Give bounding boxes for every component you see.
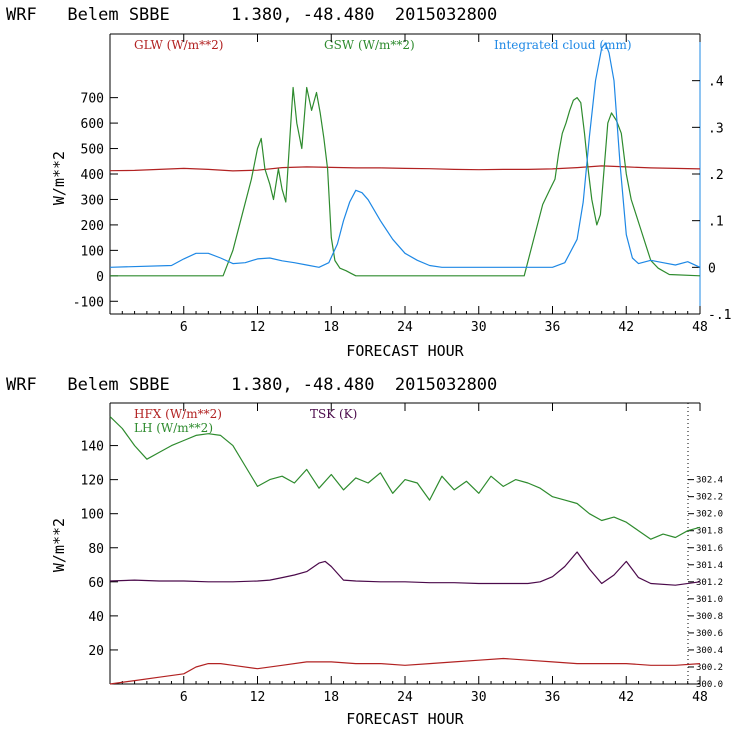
y-tick-label: 140 xyxy=(81,440,104,455)
x-tick-label: 6 xyxy=(180,690,188,705)
y-tick-label: 20 xyxy=(88,644,104,659)
y-tick-label: 80 xyxy=(88,542,104,557)
x-tick-label: 42 xyxy=(618,320,634,335)
y-tick-label: 300 xyxy=(81,193,104,208)
y-axis-label: W/m**2 xyxy=(50,151,68,205)
x-tick-label: 12 xyxy=(250,320,266,335)
y-tick-label: 60 xyxy=(88,576,104,591)
y2-tick-label: 301.0 xyxy=(696,595,723,605)
y-tick-label: -100 xyxy=(73,295,104,310)
x-tick-label: 24 xyxy=(397,320,413,335)
series-line-glw xyxy=(109,165,701,172)
y2-tick-label: 300.2 xyxy=(696,663,723,673)
legend-glw: GLW (W/m**2) xyxy=(134,38,223,52)
series-line-hfx xyxy=(109,657,701,685)
y-tick-label: 100 xyxy=(81,508,104,523)
series-line-lh xyxy=(109,416,701,540)
x-tick-label: 18 xyxy=(323,690,339,705)
x-tick-label: 48 xyxy=(692,690,708,705)
panel-radiation: WRF Belem SBBE 1.380, -48.480 2015032800… xyxy=(6,5,731,360)
y2-tick-label: .4 xyxy=(708,75,724,90)
x-tick-label: 12 xyxy=(250,690,266,705)
legend-lh: LH (W/m**2) xyxy=(134,421,213,435)
y2-tick-label: .1 xyxy=(708,215,724,230)
x-tick-label: 6 xyxy=(180,320,188,335)
x-axis-label: FORECAST HOUR xyxy=(346,342,464,360)
y2-tick-label: 301.4 xyxy=(696,561,723,571)
y-tick-label: 700 xyxy=(81,92,104,107)
y2-tick-label: 300.6 xyxy=(696,629,723,639)
chart-title: WRF Belem SBBE 1.380, -48.480 2015032800 xyxy=(6,375,497,395)
y2-tick-label: 300.4 xyxy=(696,646,723,656)
y2-tick-label: 302.2 xyxy=(696,493,723,503)
y-tick-label: 100 xyxy=(81,244,104,259)
y2-tick-label: -.1 xyxy=(708,308,731,323)
y2-tick-label: 302.4 xyxy=(696,476,723,486)
series-line-cloud xyxy=(109,42,701,268)
legend-gsw: GSW (W/m**2) xyxy=(324,38,415,52)
x-tick-label: 18 xyxy=(323,320,339,335)
y2-tick-label: 300.0 xyxy=(696,680,723,690)
x-tick-label: 36 xyxy=(545,690,561,705)
x-tick-label: 30 xyxy=(471,320,487,335)
legend-cloud: Integrated cloud (mm) xyxy=(494,38,632,52)
y-axis-label: W/m**2 xyxy=(50,518,68,572)
chart-title: WRF Belem SBBE 1.380, -48.480 2015032800 xyxy=(6,5,497,25)
y2-tick-label: .2 xyxy=(708,168,724,183)
y-tick-label: 0 xyxy=(96,270,104,285)
panel-fluxes: WRF Belem SBBE 1.380, -48.480 2015032800… xyxy=(6,375,723,728)
y2-tick-label: 300.8 xyxy=(696,612,723,622)
y-tick-label: 120 xyxy=(81,474,104,489)
x-tick-label: 36 xyxy=(545,320,561,335)
series-line-tsk xyxy=(109,551,701,586)
x-tick-label: 30 xyxy=(471,690,487,705)
x-axis-label: FORECAST HOUR xyxy=(346,710,464,728)
y2-tick-label: 302.0 xyxy=(696,510,723,520)
y2-tick-label: .3 xyxy=(708,121,724,136)
legend-tsk: TSK (K) xyxy=(310,407,357,421)
y-tick-label: 600 xyxy=(81,117,104,132)
y2-tick-label: 301.2 xyxy=(696,578,723,588)
x-tick-label: 48 xyxy=(692,320,708,335)
y2-tick-label: 0 xyxy=(708,261,716,276)
series-line-gsw xyxy=(110,86,701,277)
y-tick-label: 40 xyxy=(88,610,104,625)
x-tick-label: 42 xyxy=(618,690,634,705)
y-tick-label: 400 xyxy=(81,168,104,183)
y2-tick-label: 301.8 xyxy=(696,527,723,537)
x-tick-label: 24 xyxy=(397,690,413,705)
legend-hfx: HFX (W/m**2) xyxy=(134,407,222,421)
y-tick-label: 200 xyxy=(81,219,104,234)
y2-tick-label: 301.6 xyxy=(696,544,723,554)
y-tick-label: 500 xyxy=(81,143,104,158)
